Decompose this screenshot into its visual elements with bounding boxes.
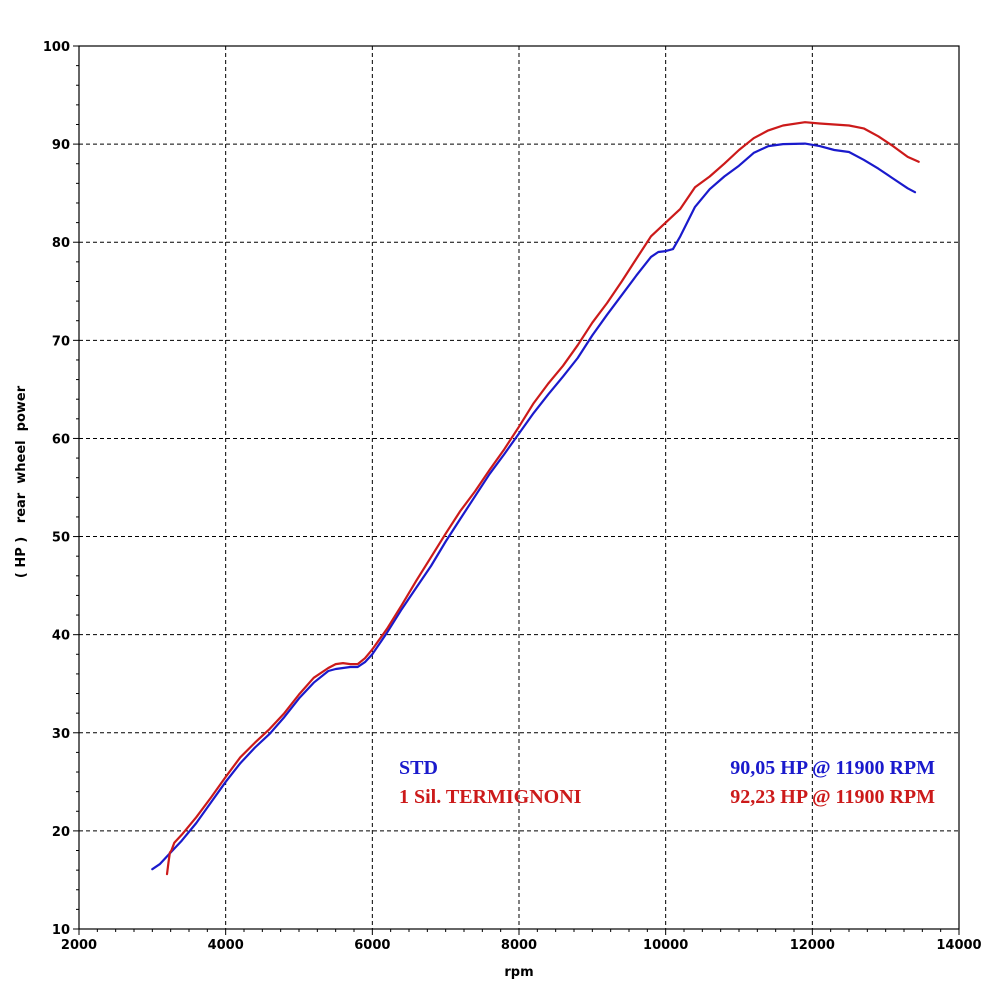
x-tick-label: 14000 (936, 938, 981, 953)
y-tick-label: 80 (52, 236, 70, 251)
series-line-std (151, 142, 917, 871)
x-axis-ticks: 2000 4000 6000 8000 10000 12000 14000 (61, 929, 982, 953)
y-tick-label: 60 (52, 432, 70, 447)
y-tick-label: 20 (52, 825, 70, 840)
legend-std-value: 90,05 HP @ 11900 RPM (730, 757, 935, 779)
x-tick-label: 12000 (790, 938, 835, 953)
y-tick-label: 40 (52, 629, 70, 644)
x-tick-label: 4000 (208, 938, 244, 953)
y-axis-ticks: 10 20 30 40 50 60 70 80 90 100 (43, 40, 79, 938)
x-tick-label: 2000 (61, 938, 97, 953)
legend-std-label: STD (399, 757, 438, 779)
legend-termignoni-label: 1 Sil. TERMIGNONI (399, 786, 582, 808)
y-tick-label: 100 (43, 40, 70, 55)
x-tick-label: 8000 (501, 938, 537, 953)
series-line-termignoni (165, 121, 920, 876)
y-tick-label: 30 (52, 727, 70, 742)
legend: STD 90,05 HP @ 11900 RPM 1 Sil. TERMIGNO… (399, 757, 935, 808)
y-tick-label: 90 (52, 138, 70, 153)
legend-termignoni-value: 92,23 HP @ 11900 RPM (730, 786, 935, 808)
x-axis-label: rpm (504, 965, 533, 980)
y-axis-label: ( HP ) rear wheel power (14, 385, 29, 578)
x-tick-label: 10000 (643, 938, 688, 953)
minor-ticks (76, 65, 942, 932)
y-tick-label: 50 (52, 531, 70, 546)
x-tick-label: 6000 (354, 938, 390, 953)
y-tick-label: 10 (52, 923, 70, 938)
series-layer (151, 121, 920, 876)
y-tick-label: 70 (52, 334, 70, 349)
